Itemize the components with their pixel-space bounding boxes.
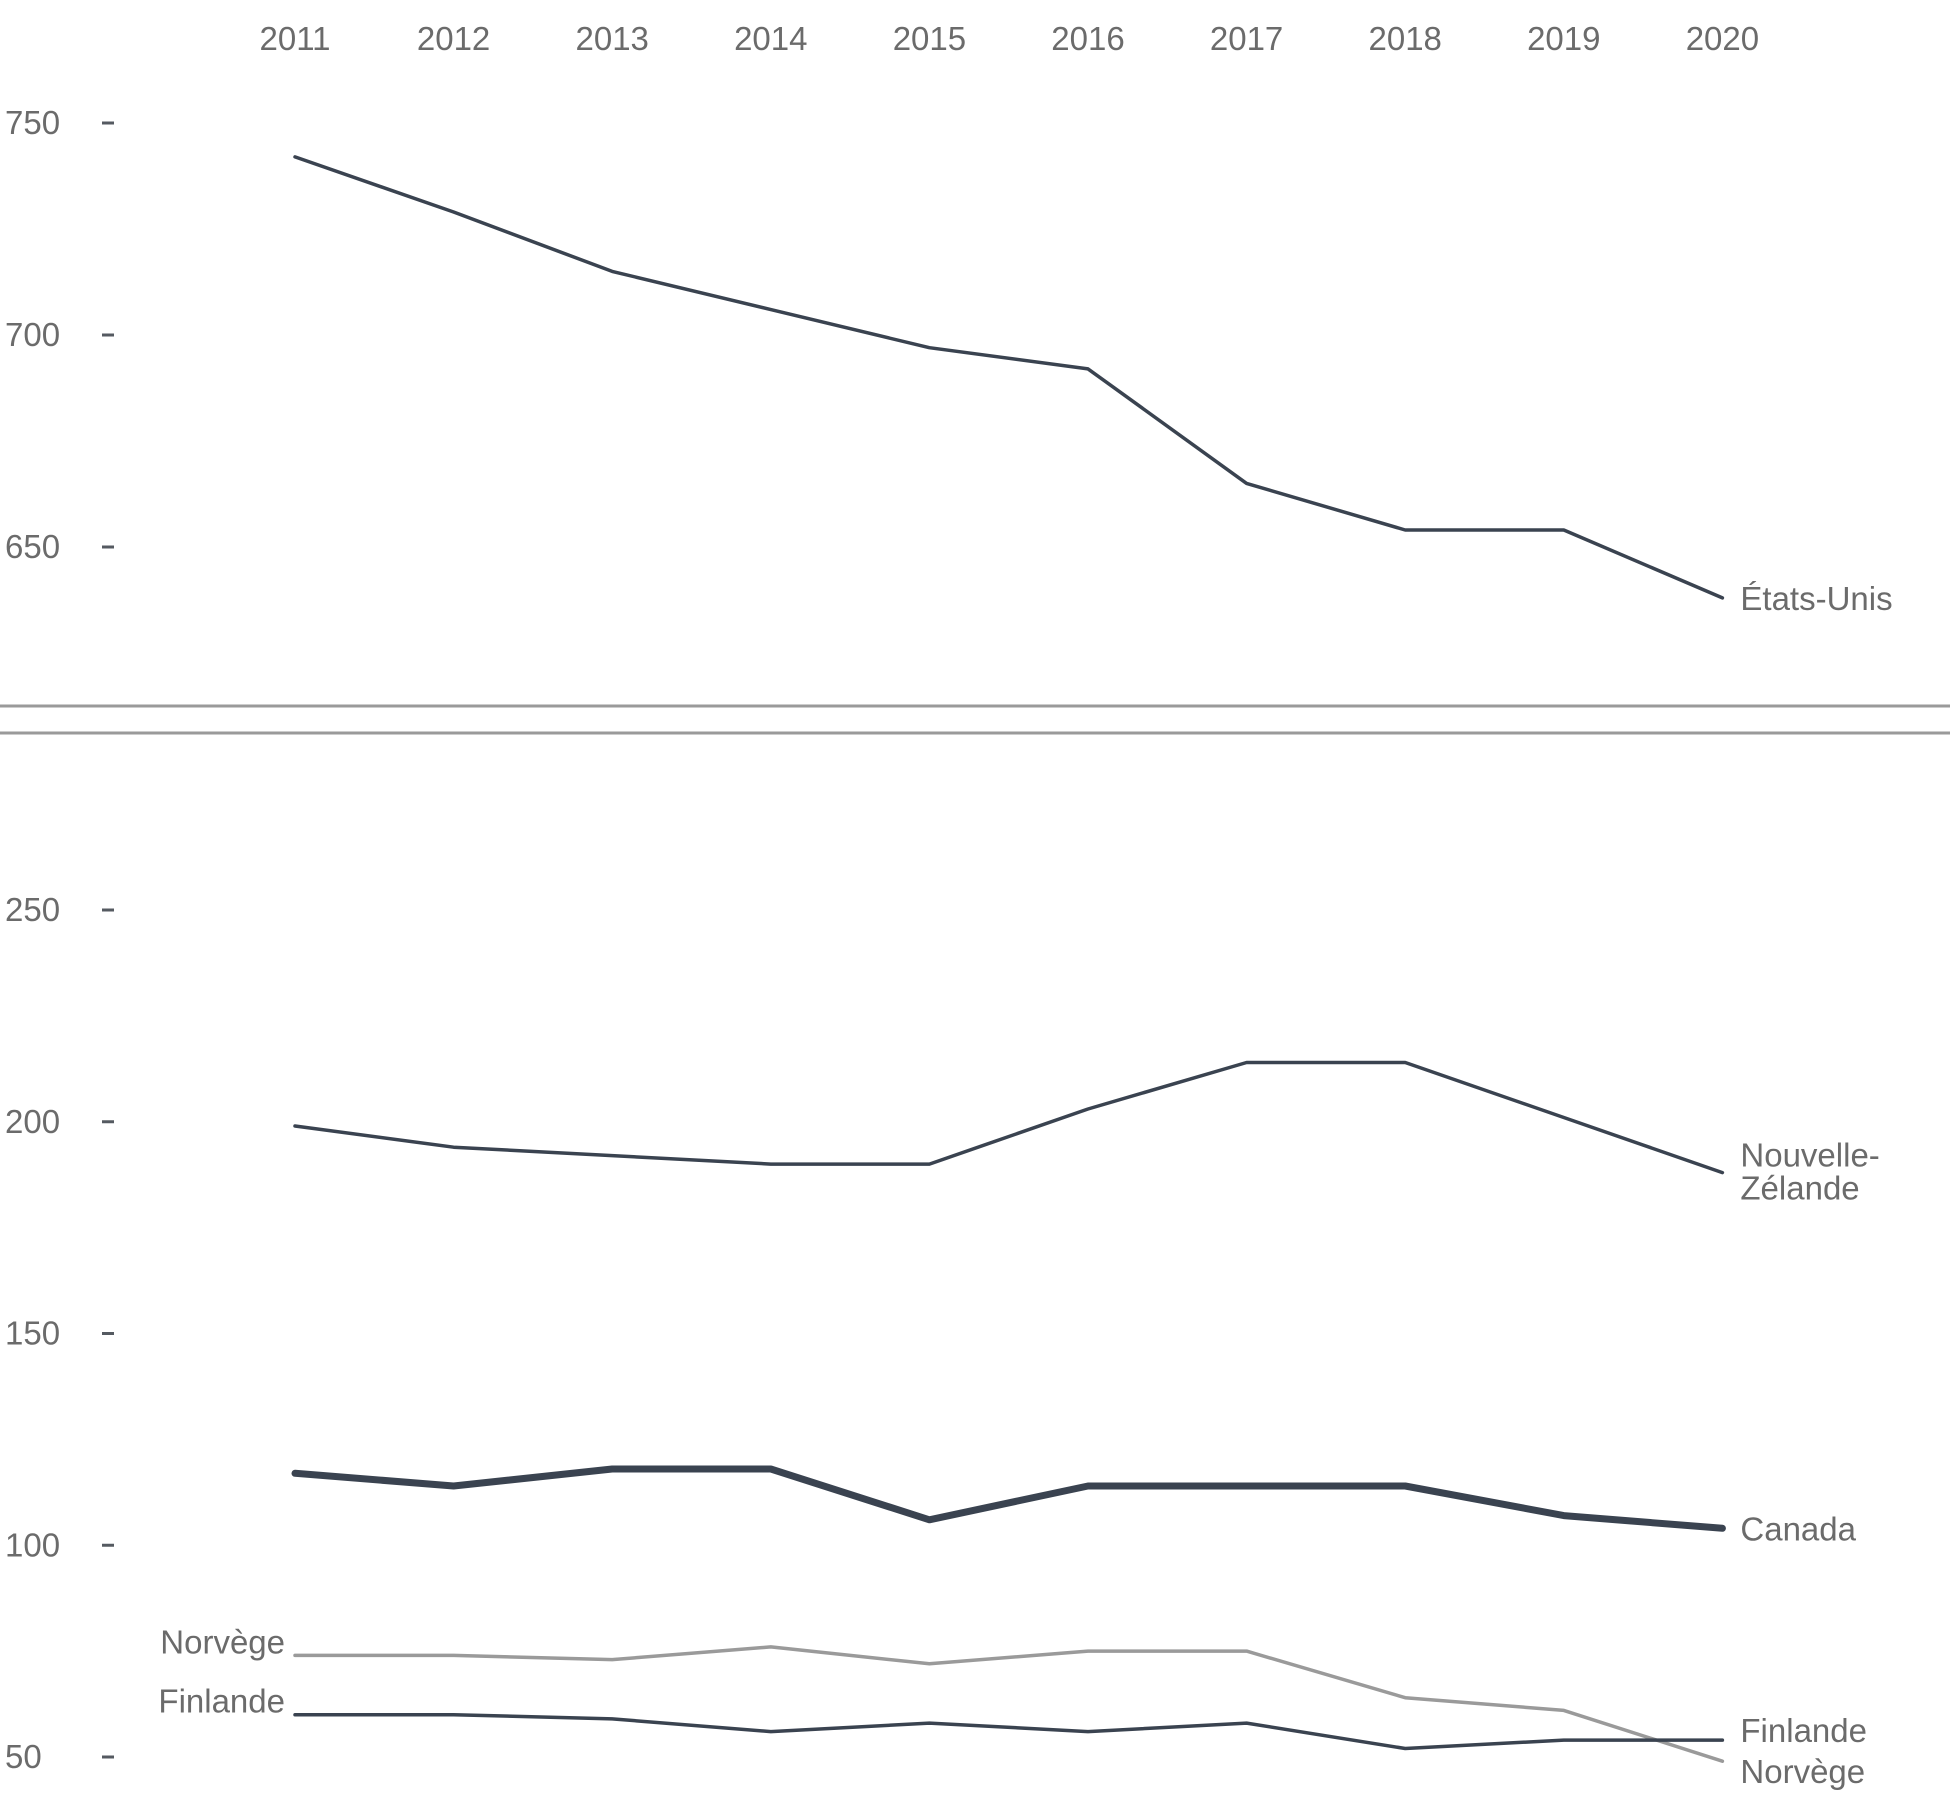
y-tick-label: 150 xyxy=(5,1315,60,1352)
x-tick-label: 2020 xyxy=(1686,20,1759,57)
y-tick-label: 650 xyxy=(5,528,60,565)
y-tick-label: 700 xyxy=(5,316,60,353)
series-start-label: Norvège xyxy=(160,1623,285,1660)
y-tick-label: 250 xyxy=(5,891,60,928)
panel-bottom: 250 200 150 100 50 Nouvelle-Zélande Canada Norv… xyxy=(5,891,1880,1790)
y-tick-label: 750 xyxy=(5,104,60,141)
x-tick-label: 2012 xyxy=(417,20,490,57)
x-tick-label: 2015 xyxy=(893,20,966,57)
y-tick-label: 100 xyxy=(5,1526,60,1563)
x-tick-label: 2017 xyxy=(1210,20,1283,57)
series-end-label: Norvège xyxy=(1740,1753,1865,1790)
series-end-label: Zélande xyxy=(1740,1170,1859,1207)
series-end-label: États-Unis xyxy=(1740,580,1892,617)
series-line-4 xyxy=(293,1712,1725,1751)
x-tick-label: 2011 xyxy=(260,20,331,57)
x-tick-label: 2016 xyxy=(1051,20,1124,57)
series-end-label: Finlande xyxy=(1740,1712,1867,1749)
series-line-3 xyxy=(293,1645,1725,1763)
x-tick-label: 2019 xyxy=(1527,20,1600,57)
y-tick-label: 50 xyxy=(5,1738,42,1775)
panel-top: 750 700 650 États-Unis xyxy=(5,104,1893,617)
series-line-1 xyxy=(293,155,1725,600)
series-end-label: Nouvelle- xyxy=(1740,1137,1879,1174)
x-tick-label: 2014 xyxy=(734,20,807,57)
x-tick-label: 2018 xyxy=(1368,20,1441,57)
series-start-label: Finlande xyxy=(158,1683,285,1720)
y-tick-label: 200 xyxy=(5,1103,60,1140)
series-line-1 xyxy=(293,1060,1725,1175)
series-end-label: Canada xyxy=(1740,1510,1856,1547)
series-line-2 xyxy=(291,1465,1726,1532)
x-tick-label: 2013 xyxy=(575,20,648,57)
x-axis-labels: 2011 2012 2013 2014 2015 2016 2017 2018 2019 2020 xyxy=(260,20,1760,57)
